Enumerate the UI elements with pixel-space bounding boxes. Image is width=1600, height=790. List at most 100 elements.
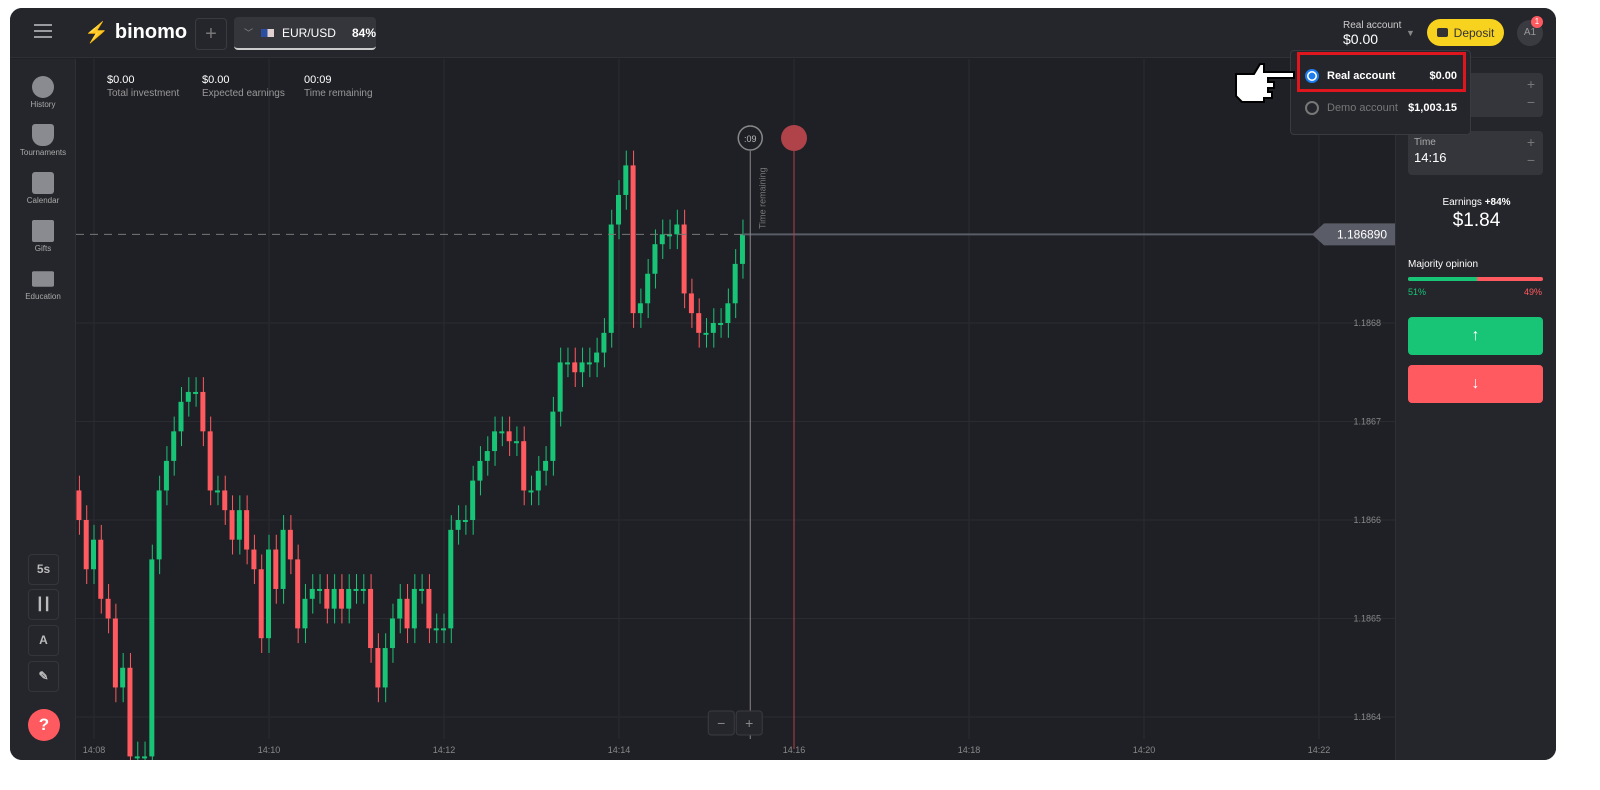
candle-body bbox=[601, 332, 607, 353]
candle-body bbox=[266, 549, 271, 639]
sidebar-item-calendar[interactable]: Calendar bbox=[10, 172, 76, 205]
candle-body bbox=[127, 667, 133, 757]
deposit-button[interactable]: Deposit bbox=[1427, 19, 1504, 46]
candle-body bbox=[163, 460, 169, 491]
candle-body bbox=[448, 529, 454, 629]
timer-circle bbox=[737, 125, 763, 151]
sidebar-item-history[interactable]: History bbox=[10, 76, 76, 109]
timeframe-button[interactable]: 5s bbox=[28, 554, 59, 585]
candle-body bbox=[688, 293, 694, 314]
candle-body bbox=[200, 391, 206, 432]
candle-body bbox=[273, 549, 279, 589]
option-real-account[interactable]: Real account $0.00 bbox=[1301, 63, 1461, 89]
gift-icon bbox=[32, 220, 54, 242]
option-amount: $1,003.15 bbox=[1408, 102, 1457, 114]
arrow-down-icon: ↓ bbox=[1471, 375, 1480, 392]
majority-up-fill bbox=[1408, 277, 1477, 281]
time-remaining-label: Time remaining bbox=[757, 167, 767, 229]
price-chart[interactable]: 14:08 14:10 14:12 14:14 14:16 14:18 14:20 14:22… bbox=[76, 59, 1395, 760]
time-label: Time bbox=[1414, 137, 1436, 148]
x-tick-label: 14:22 bbox=[1308, 745, 1331, 755]
candle-body bbox=[739, 234, 745, 264]
wallet-icon bbox=[1436, 28, 1448, 37]
notification-badge: 1 bbox=[1531, 16, 1543, 28]
candle-body bbox=[696, 313, 702, 333]
finish-flag-icon bbox=[781, 125, 807, 151]
plus-icon: + bbox=[745, 715, 753, 731]
highlight-box bbox=[1297, 52, 1466, 92]
earnings-pct: +84% bbox=[1484, 197, 1511, 208]
menu-icon[interactable] bbox=[34, 24, 52, 38]
stat-label: Expected earnings bbox=[202, 88, 285, 99]
sidebar-label: Gifts bbox=[34, 244, 52, 253]
candle-body bbox=[229, 510, 235, 540]
earnings-label: Earnings bbox=[1442, 197, 1482, 208]
candle-body bbox=[368, 588, 374, 649]
asset-tab[interactable]: ﹀ EUR/USD 84% bbox=[234, 17, 376, 50]
logo[interactable]: ⚡ binomo bbox=[84, 20, 187, 45]
candle-body bbox=[76, 490, 82, 520]
candle-body bbox=[637, 303, 643, 314]
caret-down-icon[interactable]: ▼ bbox=[1406, 28, 1415, 38]
sidebar-item-education[interactable]: Education bbox=[10, 268, 76, 301]
time-field[interactable]: Time 14:16 + − bbox=[1408, 131, 1543, 175]
option-demo-account[interactable]: Demo account $1,003.15 bbox=[1301, 95, 1461, 121]
logo-text: binomo bbox=[114, 21, 188, 43]
majority-label: Majority opinion bbox=[1408, 259, 1479, 270]
candle-body bbox=[222, 490, 228, 511]
pointing-hand-icon bbox=[1235, 63, 1295, 103]
y-tick-label: 1.1865 bbox=[1353, 614, 1381, 624]
sidebar-item-tournaments[interactable]: Tournaments bbox=[10, 124, 76, 157]
time-value: 14:16 bbox=[1414, 150, 1447, 165]
candle-body bbox=[112, 618, 118, 688]
candle-body bbox=[185, 391, 191, 402]
current-price-label: 1.186890 bbox=[1337, 227, 1387, 241]
x-tick-label: 14:16 bbox=[783, 745, 806, 755]
candle-body bbox=[360, 588, 366, 591]
candle-body bbox=[477, 460, 483, 481]
candle-body bbox=[623, 165, 629, 195]
pencil-icon[interactable]: ✎ bbox=[28, 661, 59, 692]
sidebar-item-gifts[interactable]: Gifts bbox=[10, 220, 76, 253]
candle-body bbox=[258, 569, 264, 639]
account-dropdown: Real account $0.00 Demo account $1,003.15 bbox=[1290, 50, 1471, 135]
candle-body bbox=[674, 224, 680, 235]
top-bar: ⚡ binomo + ﹀ EUR/USD 84% Real account $0.00 … bbox=[10, 8, 1556, 58]
candle-body bbox=[594, 352, 600, 363]
stat-label: Time remaining bbox=[304, 88, 373, 99]
help-button[interactable]: ? bbox=[28, 709, 60, 741]
x-tick-label: 14:20 bbox=[1133, 745, 1156, 755]
plus-minus-icon[interactable]: + − bbox=[1526, 134, 1535, 168]
candle-body bbox=[244, 510, 250, 550]
x-tick-label: 14:12 bbox=[433, 745, 456, 755]
candle-body bbox=[484, 451, 490, 461]
up-pct: 51% bbox=[1408, 287, 1427, 297]
call-up-button[interactable]: ↑ bbox=[1408, 317, 1543, 355]
candle-body bbox=[718, 323, 724, 325]
zoom-in-button bbox=[735, 710, 763, 736]
candlestick-icon[interactable]: ┃┃ bbox=[28, 589, 59, 620]
candle-body bbox=[506, 431, 512, 442]
candle-body bbox=[616, 194, 621, 225]
add-asset-button[interactable]: + bbox=[195, 18, 227, 50]
plus-minus-icon[interactable]: + − bbox=[1526, 76, 1535, 110]
candle-body bbox=[193, 391, 199, 394]
candle-body bbox=[280, 529, 286, 589]
candle-body bbox=[710, 323, 716, 333]
radio-selected-icon[interactable] bbox=[1305, 69, 1319, 83]
radio-unselected-icon[interactable] bbox=[1305, 101, 1319, 115]
candle-body bbox=[207, 431, 213, 491]
put-down-button[interactable]: ↓ bbox=[1408, 365, 1543, 403]
clock-icon bbox=[32, 76, 54, 98]
total-investment: $0.00 Total investment bbox=[107, 74, 179, 99]
earnings: Earnings +84% $1.84 bbox=[1396, 197, 1556, 232]
candle-body bbox=[156, 490, 162, 560]
candle-body bbox=[120, 667, 126, 688]
drawing-compass-icon[interactable]: A bbox=[28, 625, 59, 656]
account-switcher[interactable]: Real account $0.00 bbox=[1343, 20, 1401, 47]
candle-body bbox=[462, 520, 468, 522]
candle-body bbox=[557, 362, 563, 412]
y-tick-label: 1.1866 bbox=[1353, 515, 1381, 525]
sidebar-label: Tournaments bbox=[19, 148, 67, 157]
candle-body bbox=[543, 460, 549, 471]
